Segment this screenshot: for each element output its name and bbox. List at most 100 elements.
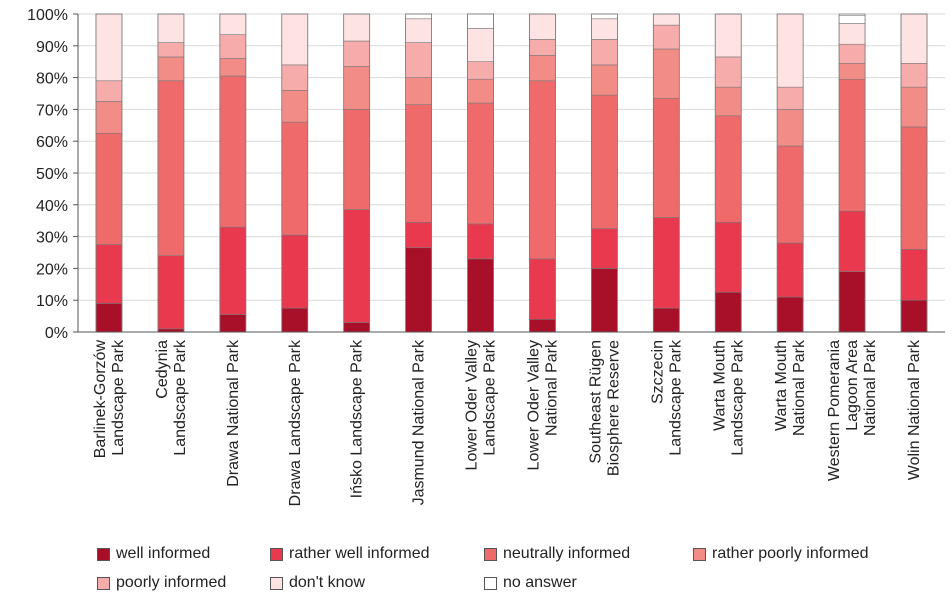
x-tick-label: Barlinek-Gorzów xyxy=(92,340,109,459)
x-tick-label: Jasmund National Park xyxy=(411,339,428,505)
bar-stack xyxy=(343,13,371,333)
legend-label: well informed xyxy=(116,545,211,562)
bar-segment xyxy=(776,86,804,110)
bar-segment xyxy=(653,307,680,333)
bar-segment xyxy=(405,247,432,333)
legend-swatch xyxy=(270,576,283,590)
y-tick-label: 20% xyxy=(36,261,68,278)
bar-segment xyxy=(529,13,556,40)
bar-segment xyxy=(900,13,928,64)
bar-segment xyxy=(838,23,866,45)
bar-segment xyxy=(405,13,432,20)
bar-segment xyxy=(838,78,866,212)
bar-segment xyxy=(157,42,185,58)
bar-segment xyxy=(653,97,680,218)
bar-segment xyxy=(281,64,309,91)
legend-item: rather poorly informed xyxy=(693,545,869,563)
bar-segment xyxy=(405,104,432,223)
bar-stack xyxy=(776,13,804,333)
legend-label: don't know xyxy=(289,574,365,591)
x-tick-label: Landscape Park xyxy=(729,339,746,456)
legend-item: no answer xyxy=(484,574,577,592)
y-tick-label: 50% xyxy=(36,166,68,183)
bar-segment xyxy=(343,66,370,110)
y-grid xyxy=(78,13,945,301)
bar-segment xyxy=(591,94,618,229)
bar-segment xyxy=(776,13,804,88)
bar-stack xyxy=(467,13,494,333)
x-tick-label: Landscape Park xyxy=(482,339,499,456)
bar-stack xyxy=(95,13,123,333)
bar-segment xyxy=(95,303,123,333)
legend-label: rather poorly informed xyxy=(712,545,869,562)
bar-segment xyxy=(529,55,556,82)
bar-segment xyxy=(343,322,370,333)
bar-segment xyxy=(405,42,432,78)
bar-segment xyxy=(343,13,370,42)
bar-segment xyxy=(405,18,432,43)
bar-segment xyxy=(95,80,123,102)
bar-segment xyxy=(95,132,123,245)
bar-segment xyxy=(405,221,432,249)
x-tick-label: Landscape Park xyxy=(667,339,684,456)
bar-segment xyxy=(714,221,742,293)
bar-stack xyxy=(652,13,680,333)
x-tick-label: Warta Mouth xyxy=(711,340,728,431)
bar-segment xyxy=(714,56,742,88)
x-tick-label: Lower Oder Valley xyxy=(464,340,481,470)
y-tick-label: 10% xyxy=(36,293,68,310)
bar-segment xyxy=(281,121,309,236)
bar-segment xyxy=(219,226,247,315)
legend-label: no answer xyxy=(503,574,577,591)
y-axis-ticks: 0% 10% 20% 30% 40% 50% 60% 70% 80% 90% 100% xyxy=(27,7,78,342)
bar-segment xyxy=(467,78,494,104)
y-tick-label: 30% xyxy=(36,230,68,247)
x-tick-label: Lower Oder Valley xyxy=(525,340,542,470)
bar-segment xyxy=(838,15,866,24)
bar-segment xyxy=(591,228,618,269)
legend-label: rather well informed xyxy=(289,545,430,562)
bar-segment xyxy=(529,258,556,320)
bar-segment xyxy=(714,115,742,223)
legend-item: don't know xyxy=(270,574,365,592)
legend-item: poorly informed xyxy=(97,574,226,592)
legend-item: well informed xyxy=(97,545,210,563)
bar-segment xyxy=(219,58,247,77)
x-tick-label: Southeast Rügen xyxy=(587,340,604,464)
x-tick-label: Ińsko Landscape Park xyxy=(349,339,366,498)
bar-stack xyxy=(714,13,742,333)
bar-segment xyxy=(591,39,618,66)
x-tick-label: Landscape Park xyxy=(110,339,127,456)
bar-segment xyxy=(219,314,247,333)
bar-segment xyxy=(281,90,309,123)
bar-stack xyxy=(590,13,618,333)
bar-segment xyxy=(591,268,618,333)
bar-segment xyxy=(157,255,185,330)
legend-label: poorly informed xyxy=(116,574,227,591)
y-tick-label: 40% xyxy=(36,198,68,215)
x-tick-label: Drawa Landscape Park xyxy=(287,339,304,506)
legend-swatch xyxy=(97,576,110,590)
bar-stack xyxy=(281,13,309,333)
bar-segment xyxy=(776,109,804,147)
legend-swatch xyxy=(693,547,706,561)
x-axis-labels: Barlinek-Gorzów Landscape Park Cedynia Land… xyxy=(92,339,923,506)
bar-segment xyxy=(343,209,370,323)
x-tick-label: Warta Mouth xyxy=(773,340,790,431)
bar-segment xyxy=(591,64,618,96)
x-tick-label: Lagoon Area xyxy=(844,340,861,431)
bar-segment xyxy=(714,13,742,58)
bar-segment xyxy=(467,61,494,80)
x-tick-label: Drawa National Park xyxy=(225,339,242,487)
bar-segment xyxy=(95,13,123,82)
bar-segment xyxy=(529,39,556,56)
bar-segment xyxy=(281,234,309,309)
legend-swatch xyxy=(97,547,110,561)
bar-stack xyxy=(529,13,556,333)
bar-stack xyxy=(219,13,247,333)
bar-segment xyxy=(343,40,370,67)
legend-swatch xyxy=(270,547,283,561)
x-tick-label: Western Pomerania xyxy=(826,340,843,481)
bar-segment xyxy=(776,145,804,244)
x-tick-label: Biosphere Reserve xyxy=(605,340,622,476)
